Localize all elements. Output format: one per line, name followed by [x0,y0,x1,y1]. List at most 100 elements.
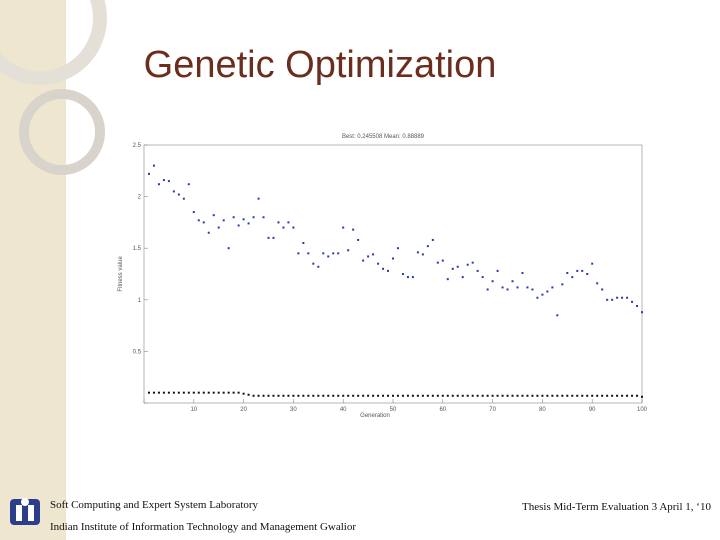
mean-point [416,394,419,397]
mean-point [232,391,235,394]
mean-point [496,394,499,397]
best-point [606,298,609,301]
best-point [476,269,479,272]
mean-point [247,393,250,396]
best-point [601,288,604,291]
best-point [352,228,355,231]
mean-point [556,394,559,397]
mean-point [227,391,230,394]
mean-point [182,391,185,394]
mean-point [491,394,494,397]
y-axis-label: Fitness value [118,256,124,292]
x-tick-label: 30 [290,407,297,413]
mean-point [172,391,175,394]
mean-point [367,394,370,397]
mean-point [441,394,444,397]
best-point [451,267,454,270]
best-point [401,273,404,275]
mean-point [486,394,489,397]
mean-point [167,391,170,394]
best-point [426,245,429,248]
mean-point [631,394,634,397]
best-point [307,252,310,255]
best-point [242,218,245,221]
mean-point [387,394,390,397]
best-point [327,255,330,258]
mean-point [262,394,265,397]
best-point [516,286,519,289]
best-point [337,252,340,255]
best-point [302,242,305,245]
best-point [641,311,643,314]
best-point [197,219,200,222]
best-point [416,251,419,254]
x-tick-label: 70 [489,407,496,413]
mean-point [616,394,619,397]
plot-frame [143,144,643,404]
mean-point [147,391,150,394]
mean-point [466,394,469,397]
mean-point [317,394,320,397]
mean-point [162,391,165,394]
mean-point [342,394,345,397]
mean-point [521,394,524,397]
best-point [621,296,624,299]
best-point [357,238,360,241]
mean-point [476,394,479,397]
mean-point [322,394,325,397]
mean-point [536,394,539,397]
best-point [521,271,524,274]
mean-point [551,394,554,397]
mean-point [511,394,514,397]
mean-point [611,394,614,397]
best-point [392,257,394,260]
mean-point [312,394,315,397]
mean-point [501,394,504,397]
best-point [556,314,559,317]
mean-point [641,395,643,398]
best-point [377,262,380,265]
mean-point [621,394,624,397]
mean-point [392,394,394,397]
best-point [561,283,564,286]
best-point [332,252,335,255]
mean-point [217,391,220,394]
best-point [486,288,489,291]
best-point [312,262,315,265]
best-point [222,219,225,222]
best-point [367,255,370,258]
best-point [212,214,215,217]
mean-point [302,394,305,397]
best-point [546,290,549,293]
best-point [267,236,270,239]
mean-point [566,394,569,397]
best-point [272,236,275,239]
mean-point [347,394,350,397]
slide-title: Genetic Optimization [143,44,497,86]
best-point [292,226,295,229]
mean-point [461,394,464,397]
best-point [182,197,185,200]
best-point [372,253,375,256]
best-point [506,288,509,291]
best-point [147,172,150,175]
mean-point [396,394,399,397]
scatter-chart: 0.5 1 1.5 2 2.5 10 20 30 40 50 60 70 80 90 100 Best: 0.… [118,134,648,419]
mean-point [606,394,609,397]
mean-point [471,394,474,397]
mean-point [601,394,604,397]
best-point [456,265,459,268]
best-point [342,226,345,229]
mean-point [197,391,200,394]
best-point [317,265,320,268]
mean-point [406,394,409,397]
mean-point [421,394,424,397]
best-point [421,253,424,256]
best-point [576,269,579,272]
mean-point [267,394,270,397]
mean-point [257,394,260,397]
best-point [636,304,639,307]
best-point [396,247,399,250]
best-point [611,298,614,301]
best-point [571,276,574,279]
